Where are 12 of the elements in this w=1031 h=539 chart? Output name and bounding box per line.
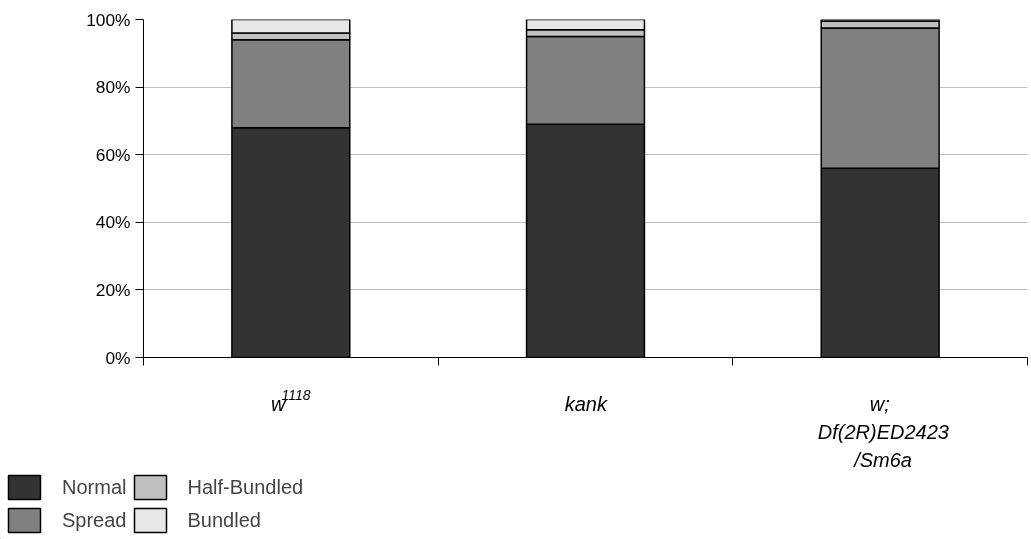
y-tick-label: 40% <box>95 212 131 233</box>
y-tick-label: 100% <box>86 9 131 30</box>
legend-label: Spread <box>62 508 127 532</box>
y-tick-label: 60% <box>95 144 131 165</box>
legend-label: Normal <box>62 475 127 499</box>
legend-label: Bundled <box>187 508 261 532</box>
y-tick-label: 20% <box>95 279 131 300</box>
x-tick-label: kank <box>564 392 608 415</box>
legend-label: Half-Bundled <box>187 475 304 499</box>
y-tick-label: 0% <box>105 347 131 368</box>
x-tick-label: w; Df(2R)ED2423 /Sm6a <box>817 392 949 471</box>
y-tick-label: 80% <box>95 77 131 98</box>
